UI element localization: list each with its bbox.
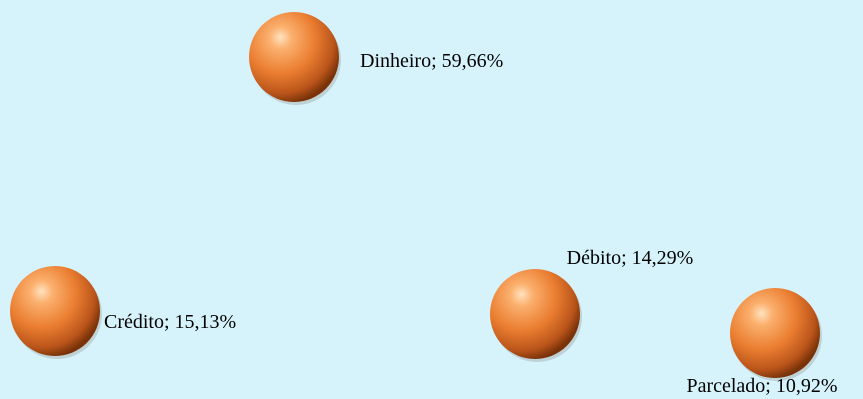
data-label: Parcelado; 10,92% bbox=[686, 375, 837, 397]
data-label: Débito; 14,29% bbox=[567, 247, 694, 269]
point-marker bbox=[249, 12, 339, 102]
data-label: Dinheiro; 59,66% bbox=[360, 50, 503, 72]
data-points: Dinheiro; 59,66% Crédito; 15,13% Débito; 1… bbox=[10, 12, 838, 397]
data-label: Crédito; 15,13% bbox=[104, 311, 236, 333]
data-point-dinheiro: Dinheiro; 59,66% bbox=[249, 12, 503, 105]
data-point-credito: Crédito; 15,13% bbox=[10, 266, 236, 359]
point-marker bbox=[490, 269, 580, 359]
data-point-debito: Débito; 14,29% bbox=[490, 247, 693, 362]
data-point-parcelado: Parcelado; 10,92% bbox=[686, 288, 838, 397]
point-marker bbox=[10, 266, 100, 356]
point-marker bbox=[730, 288, 820, 378]
